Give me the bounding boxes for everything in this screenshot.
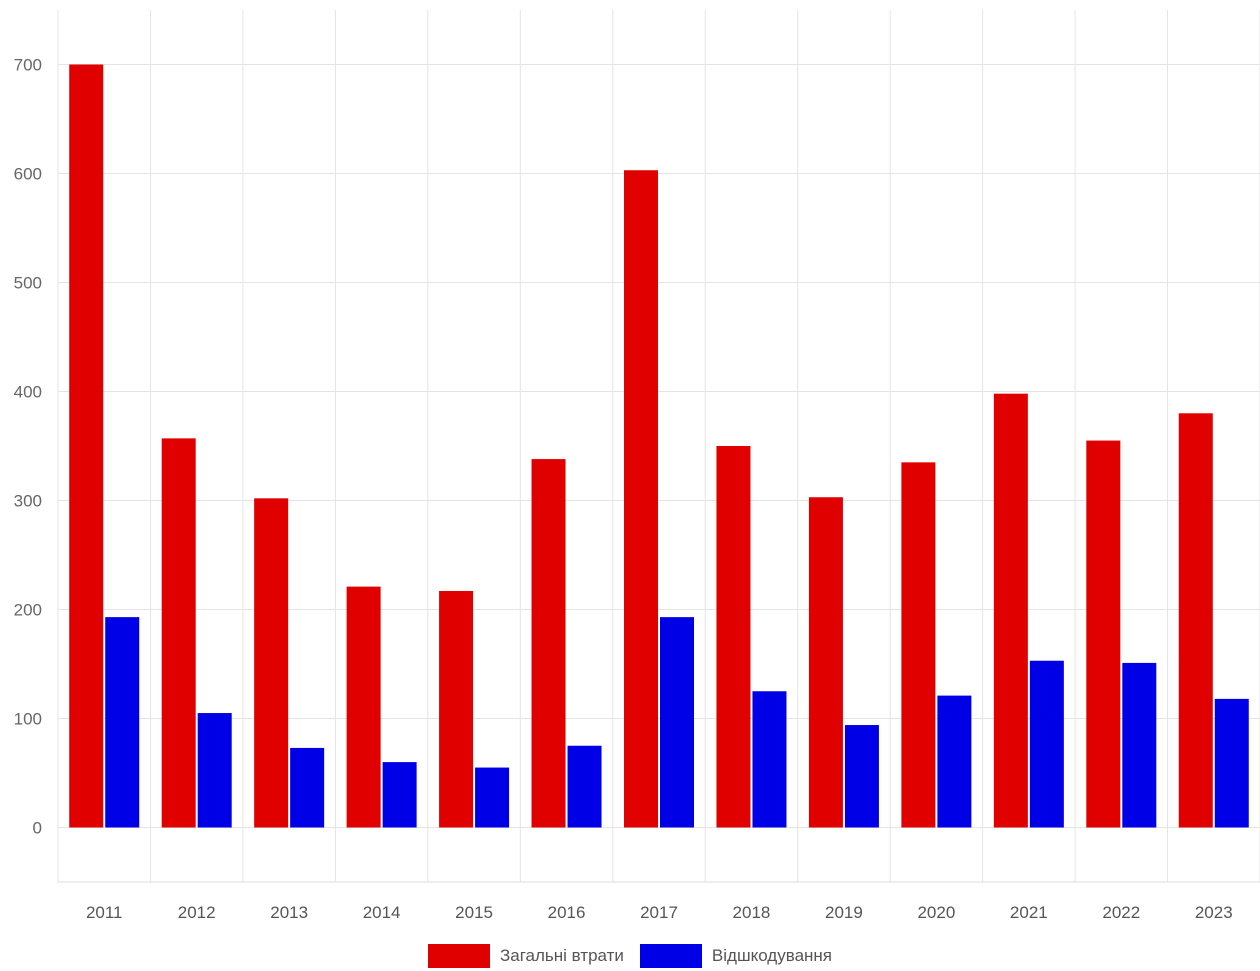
legend-item-total-losses[interactable]: Загальні втрати	[427, 944, 624, 968]
y-tick-label: 600	[14, 165, 42, 184]
bar-total-losses-2012[interactable]	[161, 438, 196, 828]
x-tick-label: 2014	[363, 903, 401, 922]
bar-compensation-2023[interactable]	[1214, 698, 1249, 828]
bar-compensation-2013[interactable]	[290, 747, 325, 828]
x-tick-label: 2018	[733, 903, 771, 922]
legend-item-compensation[interactable]: Відшкодування	[639, 944, 833, 968]
bar-compensation-2016[interactable]	[567, 745, 602, 828]
bar-compensation-2020[interactable]	[937, 695, 972, 828]
y-tick-label: 700	[14, 56, 42, 75]
bar-total-losses-2019[interactable]	[808, 497, 843, 828]
bar-total-losses-2020[interactable]	[901, 462, 936, 828]
bar-total-losses-2015[interactable]	[439, 590, 474, 828]
grid-layer	[57, 10, 1260, 883]
y-tick-label: 0	[33, 819, 42, 838]
y-axis-ticks: 0 100 200 300 400 500 600 700	[14, 56, 42, 838]
x-tick-label: 2020	[917, 903, 955, 922]
x-tick-label: 2016	[548, 903, 586, 922]
legend-swatch-total-losses	[427, 944, 490, 968]
x-tick-label: 2013	[270, 903, 308, 922]
y-tick-label: 500	[14, 274, 42, 293]
legend-label-compensation: Відшкодування	[711, 946, 833, 965]
legend: Загальні втрати Відшкодування	[0, 944, 1260, 968]
bar-total-losses-2018[interactable]	[716, 446, 751, 828]
x-tick-label: 2021	[1010, 903, 1048, 922]
bar-compensation-2018[interactable]	[752, 691, 787, 828]
bar-compensation-2015[interactable]	[475, 767, 510, 828]
y-tick-label: 200	[14, 601, 42, 620]
x-axis-ticks: 2011 2012 2013 2014 2015 2016 2017 2018 2019 2020…	[86, 903, 1233, 922]
x-tick-label: 2022	[1102, 903, 1140, 922]
bar-compensation-2017[interactable]	[660, 617, 694, 828]
bar-total-losses-2023[interactable]	[1178, 413, 1213, 828]
bar-total-losses-2013[interactable]	[254, 498, 289, 828]
bar-compensation-2021[interactable]	[1029, 660, 1064, 828]
x-tick-label: 2015	[455, 903, 493, 922]
bar-total-losses-2022[interactable]	[1086, 440, 1121, 828]
bar-compensation-2014[interactable]	[382, 762, 417, 828]
x-tick-label: 2017	[640, 903, 678, 922]
x-tick-label: 2019	[825, 903, 863, 922]
bar-total-losses-2014[interactable]	[346, 586, 381, 828]
bar-total-losses-2011[interactable]	[69, 64, 104, 828]
bars-layer	[69, 64, 1249, 828]
legend-label-total-losses: Загальні втрати	[499, 946, 624, 965]
x-tick-label: 2012	[178, 903, 216, 922]
x-tick-label: 2011	[86, 903, 123, 922]
y-tick-label: 400	[14, 383, 42, 402]
bar-compensation-2012[interactable]	[197, 713, 232, 828]
bar-total-losses-2017[interactable]	[624, 170, 658, 828]
y-tick-label: 300	[14, 492, 42, 511]
bar-total-losses-2021[interactable]	[993, 393, 1028, 828]
y-tick-label: 100	[14, 710, 42, 729]
bar-compensation-2011[interactable]	[105, 617, 140, 828]
bar-compensation-2019[interactable]	[844, 725, 879, 828]
x-tick-label: 2023	[1195, 903, 1233, 922]
legend-swatch-compensation	[639, 944, 702, 968]
bar-compensation-2022[interactable]	[1122, 662, 1157, 828]
bar-total-losses-2016[interactable]	[531, 459, 566, 828]
